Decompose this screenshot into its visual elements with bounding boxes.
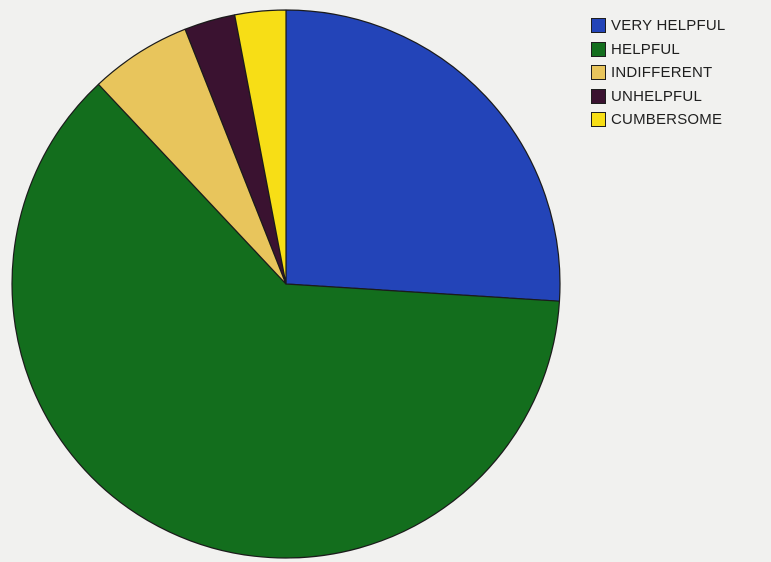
legend-swatch-very-helpful — [591, 18, 606, 34]
legend-swatch-indifferent — [591, 65, 606, 81]
pie-slice-helpful — [11, 83, 561, 559]
legend-swatch-helpful — [591, 41, 606, 57]
legend-item-helpful: HELPFUL — [591, 38, 769, 62]
legend-label-cumbersome: CUMBERSOME — [611, 111, 723, 129]
legend-swatch-cumbersome — [591, 112, 606, 128]
legend-label-unhelpful: UNHELPFUL — [611, 87, 702, 105]
pie-slice-very-helpful — [285, 9, 561, 302]
legend-label-helpful: HELPFUL — [611, 40, 680, 58]
legend-item-unhelpful: UNHELPFUL — [591, 85, 769, 109]
legend-item-indifferent: INDIFFERENT — [591, 61, 769, 85]
legend-label-very-helpful: VERY HELPFUL — [611, 17, 726, 35]
pie-slice-cumbersome — [234, 9, 287, 285]
legend-item-cumbersome: CUMBERSOME — [591, 108, 769, 132]
legend-swatch-unhelpful — [591, 88, 606, 104]
legend-label-indifferent: INDIFFERENT — [611, 64, 713, 82]
legend-item-very-helpful: VERY HELPFUL — [591, 14, 769, 38]
legend: VERY HELPFUL HELPFUL INDIFFERENT UNHELPF… — [591, 14, 769, 132]
